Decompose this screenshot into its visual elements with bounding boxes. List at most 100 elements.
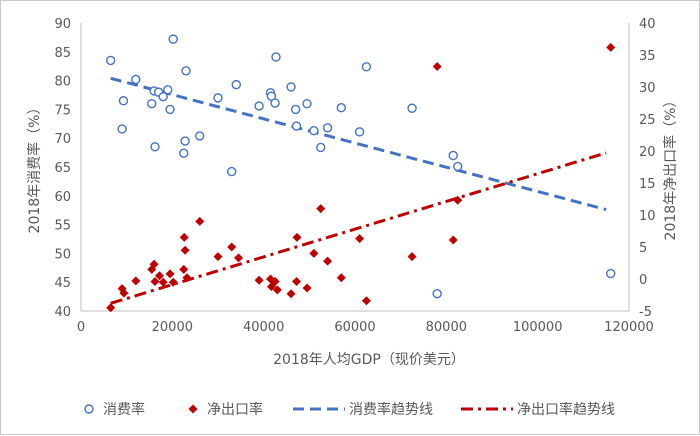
net-export-point xyxy=(179,264,189,274)
consumption-point xyxy=(163,85,173,95)
net-export-point xyxy=(453,195,463,205)
left-y-tick-label: 55 xyxy=(54,219,71,234)
consumption-point xyxy=(150,142,160,152)
net-export-point xyxy=(432,62,442,72)
consumption-point xyxy=(309,126,319,136)
consumption-point xyxy=(407,103,417,113)
net-export-point xyxy=(606,42,616,52)
net-export-point xyxy=(292,277,302,287)
legend-net-export-marker xyxy=(188,404,198,414)
consumption-point xyxy=(336,102,346,113)
legend-label: 净出口率趋势线 xyxy=(517,401,615,418)
net-export-trendline xyxy=(110,151,607,305)
net-export-point xyxy=(407,252,417,262)
net-export-point xyxy=(182,273,192,283)
net-export-point xyxy=(155,271,165,281)
net-export-point xyxy=(323,256,333,266)
right-y-tick-label: 30 xyxy=(639,81,656,96)
left-y-tick-label: 80 xyxy=(54,75,71,90)
consumption-point xyxy=(231,79,241,90)
net-export-point xyxy=(168,277,178,287)
net-export-point xyxy=(309,248,319,258)
consumption-point xyxy=(105,55,116,66)
consumption-point xyxy=(606,268,616,279)
x-tick-label: 60000 xyxy=(334,320,375,335)
consumption-point xyxy=(226,166,237,177)
right-y-tick-label: 35 xyxy=(639,49,656,64)
x-tick-label: 100000 xyxy=(513,320,563,335)
consumption-point xyxy=(302,98,312,109)
left-y-tick-label: 70 xyxy=(54,132,71,147)
net-export-point xyxy=(361,296,371,306)
right-y-tick-label: 10 xyxy=(639,209,656,224)
net-export-point xyxy=(213,252,223,262)
consumption-point xyxy=(361,62,372,72)
consumption-point xyxy=(290,104,301,115)
net-export-point xyxy=(286,289,296,299)
right-y-tick-label: -5 xyxy=(639,305,652,320)
left-y-tick-label: 45 xyxy=(54,276,71,291)
consumption-point xyxy=(118,96,129,106)
consumption-point xyxy=(316,142,326,153)
x-tick-label: 20000 xyxy=(152,320,193,335)
net-export-point xyxy=(119,288,129,298)
x-tick-label: 80000 xyxy=(426,320,467,335)
legend-consumption-marker xyxy=(84,404,94,414)
net-export-point xyxy=(227,242,237,252)
net-export-point xyxy=(254,275,264,285)
consumption-point xyxy=(147,98,157,109)
legend-label: 消费率趋势线 xyxy=(349,401,433,418)
net-export-point xyxy=(149,259,159,269)
left-y-tick-label: 40 xyxy=(54,305,71,320)
consumption-point xyxy=(168,34,178,44)
consumption-point xyxy=(432,289,442,299)
right-y-tick-label: 15 xyxy=(639,177,656,192)
consumption-point xyxy=(254,101,264,111)
consumption-trendline xyxy=(110,76,607,212)
trendlines-layer xyxy=(110,76,607,305)
net-export-point xyxy=(302,283,312,293)
net-export-point xyxy=(292,232,302,242)
net-export-point xyxy=(179,232,189,242)
legend-label: 消费率 xyxy=(103,401,145,418)
net-export-point xyxy=(158,277,168,287)
consumption-point xyxy=(180,136,190,146)
left-y-axis-title: 2018年消费率（%） xyxy=(26,101,43,234)
consumption-point xyxy=(131,74,141,85)
consumption-point xyxy=(354,127,365,137)
left-y-tick-label: 75 xyxy=(54,103,71,118)
consumption-point xyxy=(322,123,333,133)
consumption-point xyxy=(158,92,168,102)
left-y-tick-label: 85 xyxy=(54,46,71,61)
net-export-point xyxy=(336,273,346,283)
left-y-tick-label: 65 xyxy=(54,161,71,176)
net-export-point xyxy=(106,303,116,313)
left-y-tick-label: 60 xyxy=(54,190,71,205)
points-layer xyxy=(105,34,616,313)
consumption-point xyxy=(291,121,302,131)
legend: 消费率 净出口率 消费率趋势线 净出口率趋势线 xyxy=(84,401,615,418)
consumption-point xyxy=(271,52,281,62)
net-export-point xyxy=(180,245,190,255)
consumption-point xyxy=(181,66,191,76)
net-export-point xyxy=(448,235,458,245)
net-export-point xyxy=(355,234,365,244)
consumption-point xyxy=(195,131,205,141)
consumption-point xyxy=(165,104,175,115)
consumption-point xyxy=(270,98,280,108)
consumption-point xyxy=(117,124,127,134)
consumption-point xyxy=(448,150,458,161)
net-export-point xyxy=(195,216,205,226)
x-tick-label: 0 xyxy=(77,320,85,335)
right-y-tick-label: 40 xyxy=(639,17,656,32)
left-y-tick-label: 90 xyxy=(54,17,71,32)
consumption-point xyxy=(286,82,296,92)
net-export-point xyxy=(316,204,326,214)
net-export-point xyxy=(165,269,175,279)
right-y-tick-label: 25 xyxy=(639,113,656,128)
x-tick-label: 120000 xyxy=(604,320,654,335)
consumption-point xyxy=(179,148,189,158)
consumption-point xyxy=(453,161,463,172)
legend-label: 净出口率 xyxy=(207,401,263,418)
